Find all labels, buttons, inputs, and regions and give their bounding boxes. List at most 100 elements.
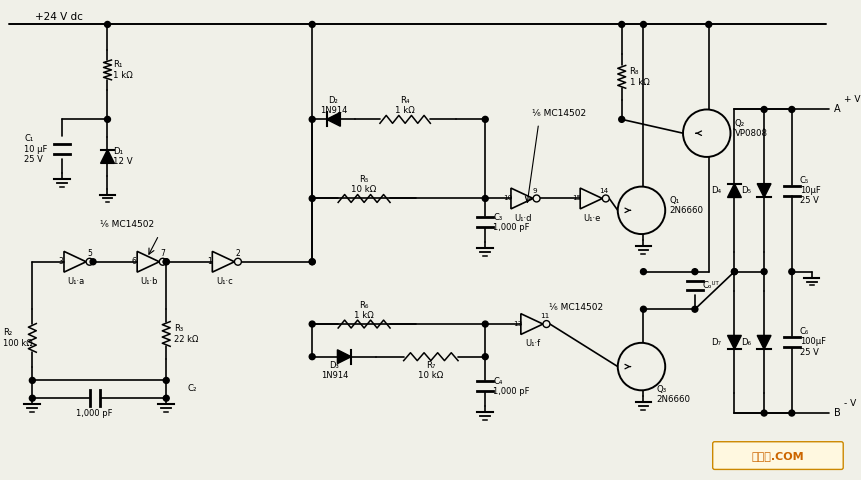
Circle shape bbox=[692, 269, 698, 275]
Circle shape bbox=[617, 343, 666, 390]
Text: D₇: D₇ bbox=[711, 338, 722, 347]
Text: C₃
1,000 pF: C₃ 1,000 pF bbox=[493, 213, 530, 232]
Text: ¹⁄₆ MC14502: ¹⁄₆ MC14502 bbox=[100, 220, 154, 228]
Text: 3: 3 bbox=[59, 257, 64, 266]
Text: U₁·f: U₁·f bbox=[525, 339, 540, 348]
Text: 10: 10 bbox=[504, 195, 512, 202]
Circle shape bbox=[309, 195, 315, 202]
Text: C₅
10μF
25 V: C₅ 10μF 25 V bbox=[800, 176, 821, 205]
Circle shape bbox=[309, 259, 315, 265]
Text: C₁
10 μF
25 V: C₁ 10 μF 25 V bbox=[24, 134, 48, 164]
Circle shape bbox=[761, 269, 767, 275]
Circle shape bbox=[543, 321, 550, 327]
Text: Q₃
2N6660: Q₃ 2N6660 bbox=[656, 384, 691, 404]
Text: R₄
1 kΩ: R₄ 1 kΩ bbox=[395, 96, 415, 115]
Text: D₃
1N914: D₃ 1N914 bbox=[321, 361, 348, 380]
Text: +24 V dc: +24 V dc bbox=[35, 12, 84, 22]
Circle shape bbox=[761, 107, 767, 112]
Text: U₁·d: U₁·d bbox=[514, 214, 531, 223]
Circle shape bbox=[641, 269, 647, 275]
Circle shape bbox=[104, 116, 110, 122]
Circle shape bbox=[732, 269, 737, 275]
Text: 6: 6 bbox=[132, 257, 137, 266]
Text: D₄: D₄ bbox=[711, 186, 722, 195]
Text: D₁
12 V: D₁ 12 V bbox=[114, 147, 133, 166]
Circle shape bbox=[683, 109, 730, 157]
Text: - V: - V bbox=[844, 399, 857, 408]
Text: D₆: D₆ bbox=[741, 338, 752, 347]
Text: 7: 7 bbox=[160, 249, 165, 258]
Circle shape bbox=[619, 116, 625, 122]
Polygon shape bbox=[757, 336, 771, 349]
Circle shape bbox=[164, 259, 170, 265]
Text: B: B bbox=[834, 408, 841, 418]
Text: Q₁
2N6660: Q₁ 2N6660 bbox=[669, 196, 703, 215]
Text: 接线图.COM: 接线图.COM bbox=[752, 451, 804, 461]
Text: + V: + V bbox=[844, 95, 861, 104]
Text: U₁·c: U₁·c bbox=[216, 277, 232, 286]
Circle shape bbox=[309, 22, 315, 27]
Circle shape bbox=[603, 195, 610, 202]
Text: C₆
100μF
25 V: C₆ 100μF 25 V bbox=[800, 327, 826, 357]
Circle shape bbox=[619, 22, 625, 27]
Circle shape bbox=[164, 377, 170, 384]
Circle shape bbox=[164, 259, 170, 265]
Circle shape bbox=[482, 321, 488, 327]
Text: R₃
22 kΩ: R₃ 22 kΩ bbox=[174, 324, 199, 344]
Circle shape bbox=[732, 269, 737, 275]
Text: ¹⁄₆ MC14502: ¹⁄₆ MC14502 bbox=[532, 109, 586, 118]
Text: U₁·b: U₁·b bbox=[140, 277, 158, 286]
Text: 15: 15 bbox=[573, 195, 582, 202]
Circle shape bbox=[309, 321, 315, 327]
Circle shape bbox=[90, 259, 96, 265]
Polygon shape bbox=[101, 149, 115, 163]
Circle shape bbox=[29, 395, 35, 401]
Polygon shape bbox=[728, 184, 741, 197]
Circle shape bbox=[482, 195, 488, 202]
Polygon shape bbox=[728, 336, 741, 349]
Circle shape bbox=[641, 22, 647, 27]
Polygon shape bbox=[757, 184, 771, 197]
Circle shape bbox=[789, 107, 795, 112]
Text: 11: 11 bbox=[540, 313, 549, 319]
Text: R₁
1 kΩ: R₁ 1 kΩ bbox=[114, 60, 133, 80]
Text: R₈
1 kΩ: R₈ 1 kΩ bbox=[629, 67, 649, 86]
Circle shape bbox=[104, 22, 110, 27]
Circle shape bbox=[789, 269, 795, 275]
Circle shape bbox=[29, 377, 35, 384]
Text: 1: 1 bbox=[207, 257, 212, 266]
Circle shape bbox=[617, 187, 666, 234]
Text: R₂
100 kΩ: R₂ 100 kΩ bbox=[3, 328, 33, 348]
Circle shape bbox=[159, 258, 166, 265]
Text: 2: 2 bbox=[236, 249, 240, 258]
Circle shape bbox=[309, 354, 315, 360]
Circle shape bbox=[482, 116, 488, 122]
Circle shape bbox=[164, 395, 170, 401]
Circle shape bbox=[761, 410, 767, 416]
Text: A: A bbox=[834, 105, 841, 114]
Text: D₅: D₅ bbox=[741, 186, 752, 195]
Text: R₅
10 kΩ: R₅ 10 kΩ bbox=[351, 175, 377, 194]
Text: R₆
1 kΩ: R₆ 1 kΩ bbox=[354, 300, 374, 320]
Text: Q₂
VP0808: Q₂ VP0808 bbox=[734, 119, 767, 138]
Text: 9: 9 bbox=[532, 188, 537, 193]
Text: 14: 14 bbox=[599, 188, 609, 193]
Text: C₄
1,000 pF: C₄ 1,000 pF bbox=[493, 377, 530, 396]
Circle shape bbox=[706, 22, 712, 27]
Circle shape bbox=[789, 410, 795, 416]
Text: ¹⁄₆ MC14502: ¹⁄₆ MC14502 bbox=[549, 303, 604, 312]
Circle shape bbox=[692, 306, 698, 312]
Text: 1,000 pF: 1,000 pF bbox=[77, 408, 113, 418]
Circle shape bbox=[309, 259, 315, 265]
Circle shape bbox=[86, 258, 93, 265]
Text: U₁·a: U₁·a bbox=[67, 277, 84, 286]
Polygon shape bbox=[326, 112, 340, 126]
Circle shape bbox=[234, 258, 241, 265]
Circle shape bbox=[641, 306, 647, 312]
Text: C₂: C₂ bbox=[188, 384, 197, 393]
Text: U₁·e: U₁·e bbox=[584, 214, 601, 223]
Text: 5: 5 bbox=[87, 249, 92, 258]
Circle shape bbox=[482, 354, 488, 360]
Text: R₇
10 kΩ: R₇ 10 kΩ bbox=[418, 361, 443, 380]
Circle shape bbox=[533, 195, 540, 202]
